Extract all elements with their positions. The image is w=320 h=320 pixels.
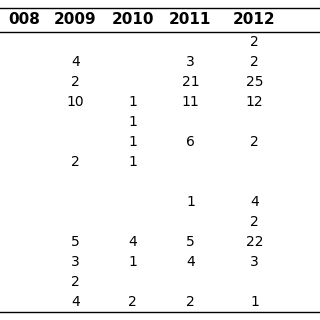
Text: 22: 22 <box>246 235 263 249</box>
Text: 2: 2 <box>71 155 80 169</box>
Text: 2012: 2012 <box>233 12 276 28</box>
Text: 2010: 2010 <box>112 12 154 28</box>
Text: 2: 2 <box>250 55 259 69</box>
Text: 3: 3 <box>71 255 80 269</box>
Text: 2: 2 <box>186 295 195 309</box>
Text: 2: 2 <box>71 75 80 89</box>
Text: 1: 1 <box>250 295 259 309</box>
Text: 4: 4 <box>128 235 137 249</box>
Text: 1: 1 <box>128 95 137 109</box>
Text: 2009: 2009 <box>54 12 97 28</box>
Text: 25: 25 <box>246 75 263 89</box>
Text: 4: 4 <box>71 55 80 69</box>
Text: 1: 1 <box>128 155 137 169</box>
Text: 2: 2 <box>250 35 259 49</box>
Text: 1: 1 <box>128 115 137 129</box>
Text: 4: 4 <box>186 255 195 269</box>
Text: 5: 5 <box>186 235 195 249</box>
Text: 008: 008 <box>8 12 40 28</box>
Text: 2: 2 <box>128 295 137 309</box>
Text: 5: 5 <box>71 235 80 249</box>
Text: 2: 2 <box>250 215 259 229</box>
Text: 4: 4 <box>71 295 80 309</box>
Text: 2: 2 <box>71 275 80 289</box>
Text: 4: 4 <box>250 195 259 209</box>
Text: 1: 1 <box>186 195 195 209</box>
Text: 10: 10 <box>66 95 84 109</box>
Text: 6: 6 <box>186 135 195 149</box>
Text: 21: 21 <box>181 75 199 89</box>
Text: 2011: 2011 <box>169 12 212 28</box>
Text: 2: 2 <box>250 135 259 149</box>
Text: 12: 12 <box>245 95 263 109</box>
Text: 3: 3 <box>186 55 195 69</box>
Text: 11: 11 <box>181 95 199 109</box>
Text: 1: 1 <box>128 255 137 269</box>
Text: 3: 3 <box>250 255 259 269</box>
Text: 1: 1 <box>128 135 137 149</box>
